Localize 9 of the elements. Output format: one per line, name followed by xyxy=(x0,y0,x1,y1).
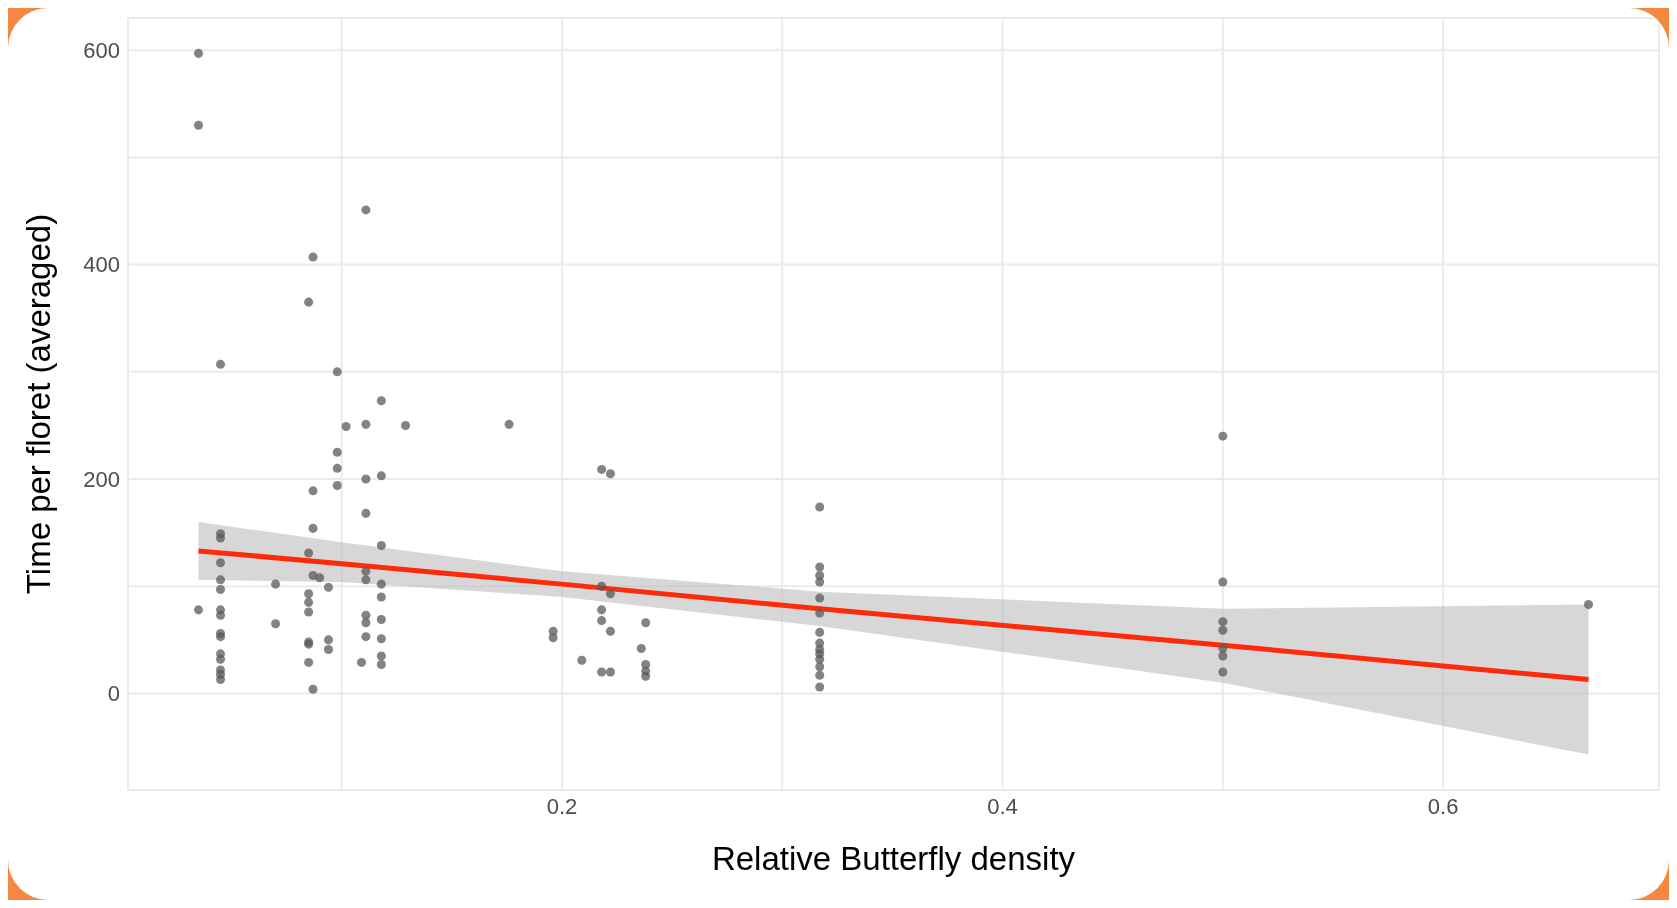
y-tick-label: 200 xyxy=(83,466,120,492)
y-tick-label: 0 xyxy=(107,681,120,707)
y-tick-label: 600 xyxy=(83,37,120,63)
x-tick-label: 0.2 xyxy=(546,793,578,819)
x-tick-label: 0.6 xyxy=(1427,793,1459,819)
x-axis-title: Relative Butterfly density xyxy=(711,840,1076,877)
y-axis-title: Time per floret (averaged) xyxy=(19,213,57,595)
x-tick-label: 0.4 xyxy=(987,793,1018,819)
y-tick-label: 400 xyxy=(83,252,120,278)
